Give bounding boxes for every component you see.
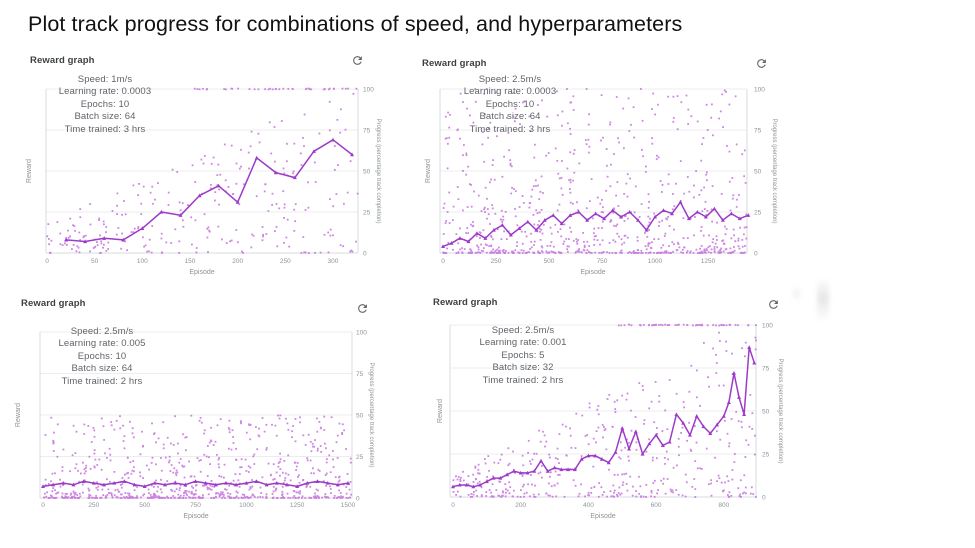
scatter-points-layer [43,414,353,499]
svg-text:Episode: Episode [580,269,605,276]
svg-text:500: 500 [139,502,150,509]
trend-line [441,200,751,249]
svg-text:Progress (percentage track com: Progress (percentage track completion) [375,118,381,223]
svg-text:0: 0 [41,502,45,509]
visual-artifact [793,286,800,302]
svg-text:25: 25 [356,454,364,461]
chart-title: Reward graph [433,297,498,308]
svg-text:Progress (percentage track com: Progress (percentage track completion) [771,118,777,223]
svg-text:Progress (percentage track com: Progress (percentage track completion) [777,358,783,463]
svg-text:25: 25 [762,451,770,458]
trend-line [41,479,350,488]
scatter-points-layer [452,323,757,498]
refresh-button[interactable] [355,301,369,315]
svg-text:500: 500 [544,258,555,265]
gridlines [450,324,756,498]
svg-text:Episode: Episode [189,269,214,276]
svg-text:Reward: Reward [26,159,33,183]
visual-artifact [817,278,829,322]
refresh-icon [768,299,778,309]
svg-text:Progress (percentage track com: Progress (percentage track completion) [368,362,374,467]
svg-text:0: 0 [356,495,360,502]
svg-text:100: 100 [754,86,765,93]
svg-text:Reward: Reward [15,403,22,427]
svg-text:150: 150 [185,258,196,265]
svg-text:Episode: Episode [590,513,615,520]
svg-text:50: 50 [91,258,99,265]
svg-text:50: 50 [356,412,364,419]
svg-text:250: 250 [280,258,291,265]
svg-text:0: 0 [363,250,367,257]
chart-title: Reward graph [30,55,95,66]
svg-text:1000: 1000 [239,502,254,509]
svg-text:250: 250 [491,258,502,265]
svg-text:1000: 1000 [648,258,663,265]
svg-text:100: 100 [356,329,367,336]
svg-text:750: 750 [597,258,608,265]
svg-text:50: 50 [762,408,770,415]
svg-text:75: 75 [363,127,371,134]
refresh-button[interactable] [754,56,768,70]
svg-text:0: 0 [451,502,455,509]
reward-graph-card: Reward graph 0 25 50 75 100 0 250 500 750 1000 125… [12,293,390,533]
page-title: Plot track progress for combinations of … [28,12,683,36]
gridlines [46,88,358,254]
svg-text:75: 75 [754,127,762,134]
svg-text:1250: 1250 [290,502,305,509]
reward-graph-card: Reward graph 0 25 50 75 100 0 200 400 600 800 Epis… [425,290,810,535]
refresh-icon [756,58,766,68]
svg-text:50: 50 [363,168,371,175]
svg-text:250: 250 [88,502,99,509]
svg-text:0: 0 [45,258,49,265]
trend-line [451,345,757,489]
svg-text:400: 400 [583,502,594,509]
svg-text:200: 200 [232,258,243,265]
refresh-button[interactable] [766,297,780,311]
svg-text:100: 100 [363,86,374,93]
refresh-button[interactable] [350,53,364,67]
svg-text:200: 200 [515,502,526,509]
svg-text:800: 800 [718,502,729,509]
svg-text:300: 300 [328,258,339,265]
svg-text:50: 50 [754,168,762,175]
svg-text:Episode: Episode [183,513,208,520]
scatter-points-layer [46,87,359,254]
reward-graph-card: Reward graph 0 25 50 75 100 0 250 500 750 1000 125… [421,52,800,284]
chart-title: Reward graph [21,298,86,309]
gridlines [40,331,352,499]
refresh-icon [357,303,367,313]
svg-text:0: 0 [441,258,445,265]
svg-text:75: 75 [762,365,770,372]
svg-text:1500: 1500 [341,502,356,509]
svg-text:0: 0 [754,250,758,257]
reward-chart-canvas: 0 25 50 75 100 0 50 100 150 200 250 300 Episode Rewar… [26,86,381,276]
svg-text:Reward: Reward [437,399,444,423]
trend-line [64,137,355,244]
svg-text:75: 75 [356,371,364,378]
svg-text:100: 100 [762,322,773,329]
svg-text:25: 25 [754,209,762,216]
refresh-icon [352,55,362,65]
svg-text:Reward: Reward [425,159,432,183]
svg-text:0: 0 [762,494,766,501]
chart-title: Reward graph [422,58,487,69]
reward-chart-canvas: 0 25 50 75 100 0 200 400 600 800 Episode Reward Prog… [437,322,783,520]
svg-text:1250: 1250 [701,258,716,265]
svg-text:25: 25 [363,209,371,216]
svg-text:600: 600 [651,502,662,509]
reward-graph-card: Reward graph 0 25 50 75 100 0 50 100 150 200 250 30… [25,52,400,284]
svg-text:100: 100 [137,258,148,265]
svg-text:750: 750 [190,502,201,509]
